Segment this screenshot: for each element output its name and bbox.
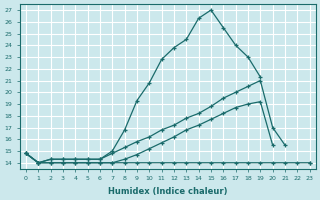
X-axis label: Humidex (Indice chaleur): Humidex (Indice chaleur) [108,187,228,196]
